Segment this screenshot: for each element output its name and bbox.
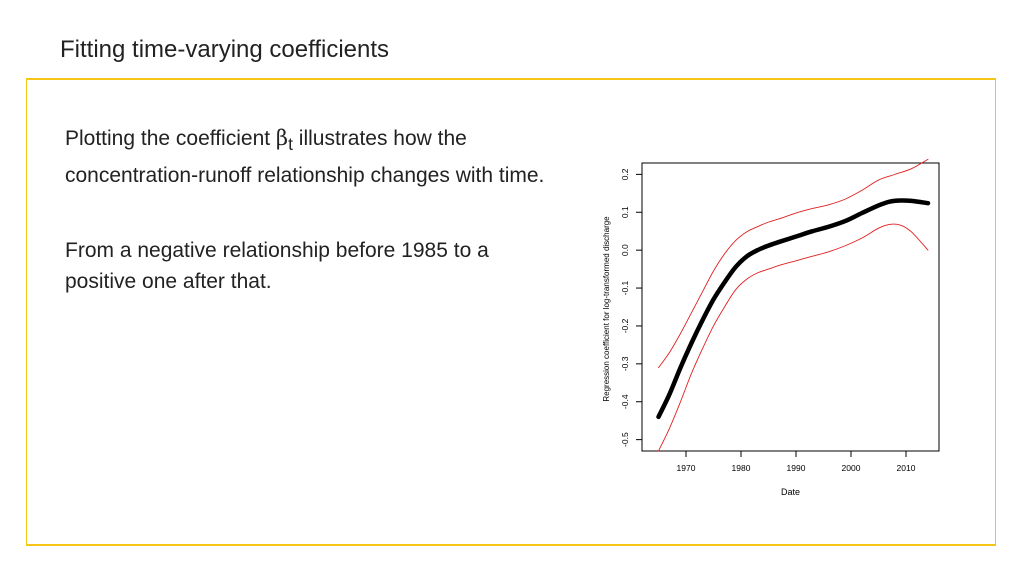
coefficient-chart: 1970 1980 1990 2000 2010 -0.5 -0.4 -0.3 -0.2 -0.1…	[602, 158, 940, 497]
y-axis-label: Regression coefficient for log-transform…	[602, 216, 611, 402]
y-tick-label: -0.3	[620, 356, 630, 371]
x-tick-label: 1980	[732, 463, 751, 473]
paragraph-coefficient-after: illustrates how the concentration-runoff…	[65, 127, 545, 188]
y-tick-label: -0.4	[620, 394, 630, 409]
x-tick-label: 1990	[787, 463, 806, 473]
y-tick-label: -0.2	[620, 318, 630, 333]
y-tick-label: 0.0	[620, 244, 630, 256]
x-tick-label: 2010	[897, 463, 916, 473]
beta-subscript: t	[288, 134, 293, 155]
y-tick-label: -0.5	[620, 432, 630, 447]
axes-layer: 1970 1980 1990 2000 2010 -0.5 -0.4 -0.3 -0.2 -0.1…	[620, 168, 916, 473]
y-tick-label: 0.2	[620, 168, 630, 180]
plot-frame	[641, 162, 940, 452]
beta-symbol: β	[275, 126, 289, 150]
y-tick-label: -0.1	[620, 280, 630, 295]
lower-bound-line	[658, 223, 929, 452]
paragraph-relationship: From a negative relationship before 1985…	[65, 239, 489, 293]
x-tick-label: 2000	[842, 463, 861, 473]
x-tick-label: 1970	[677, 463, 696, 473]
slide-title: Fitting time-varying coefficients	[60, 36, 390, 63]
x-axis-label: Date	[781, 487, 800, 497]
paragraph-coefficient-before: Plotting the coefficient	[65, 127, 276, 150]
title-divider	[26, 78, 996, 80]
upper-bound-line	[658, 158, 929, 369]
coefficient-line	[656, 198, 931, 420]
y-tick-label: 0.1	[620, 206, 630, 218]
paragraph-coefficient: Plotting the coefficient βt illustrates …	[65, 123, 565, 191]
content-frame	[26, 80, 996, 546]
series-layer	[656, 158, 931, 452]
